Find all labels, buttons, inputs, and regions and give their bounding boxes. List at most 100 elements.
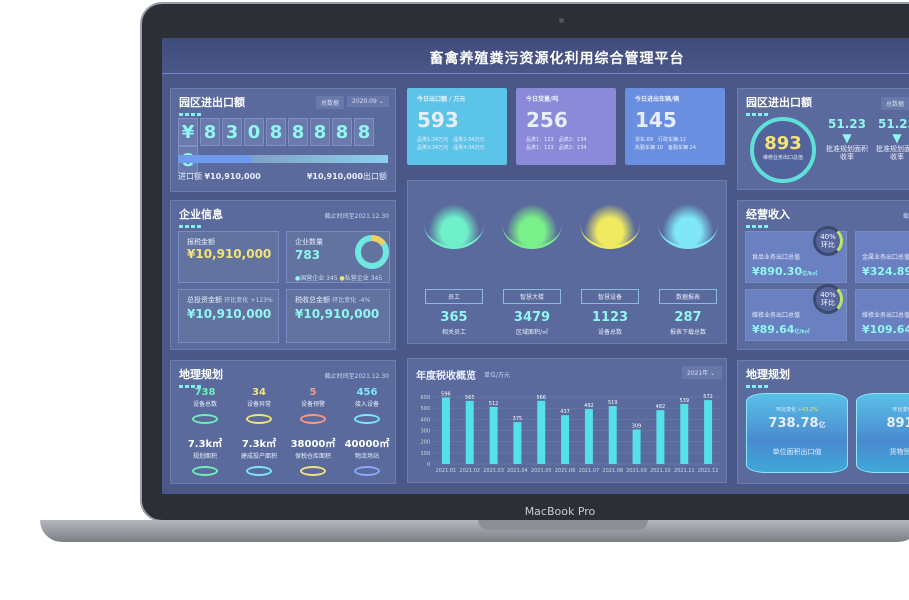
bar xyxy=(632,429,641,464)
chevron-down-icon: ⌄ xyxy=(710,370,716,377)
geo-item: 40000㎡ 物流场站 xyxy=(341,435,393,476)
chart-unit: 单位/万元 xyxy=(484,372,511,379)
income-label: 食品业务出口总值 xyxy=(752,254,801,261)
digit: 8 xyxy=(266,118,286,146)
digit: 8 xyxy=(310,118,330,146)
facility-label: 报表下载总数 xyxy=(669,329,706,336)
data-label: 437 xyxy=(560,409,570,415)
digit: 8 xyxy=(200,118,220,146)
income-value-row: ¥324.89 xyxy=(862,265,909,278)
geo-cylinder: 环比变化 +4 891.4 货物贸易涉 xyxy=(856,393,909,473)
data-label: 309 xyxy=(632,423,642,429)
geo-label: 接入设备 xyxy=(354,401,379,408)
data-label: 519 xyxy=(608,400,618,406)
x-tick-label: 2021.02 xyxy=(459,468,480,474)
triangle-icon: ▼ xyxy=(842,131,852,145)
geo-panel: 地理规划 截止时间至2021.12.30 738 设备总数 34 设备异常 5 设备预警 4… xyxy=(170,360,396,484)
income-unit: 亿/k㎡ xyxy=(794,329,810,335)
total-data-button[interactable]: 总数据 xyxy=(881,97,909,110)
x-tick-label: 2021.07 xyxy=(579,468,600,474)
bar xyxy=(608,406,617,464)
invest-change-label: 环比变化 xyxy=(224,297,249,304)
data-label: 375 xyxy=(513,416,523,422)
facility-tag: 数据报表 xyxy=(659,289,717,304)
cylinder-value: 891.4 xyxy=(886,416,909,431)
platform-icon xyxy=(658,199,718,249)
rate-2-value: 51.23 xyxy=(878,117,909,131)
geo-value: 5 xyxy=(309,387,317,398)
facility-stat: 智慧设备 1123 设备总数 xyxy=(574,199,646,336)
triangle-icon: ▼ xyxy=(892,131,902,145)
x-tick-label: 2021.12 xyxy=(698,468,719,474)
cylinder-unit: 亿 xyxy=(818,421,826,429)
bar xyxy=(704,400,713,464)
x-tick-label: 2021.04 xyxy=(507,468,528,474)
y-tick-label: 100 xyxy=(420,451,430,457)
gauge: 893 维修业务出口总值 xyxy=(750,117,816,183)
card-label: 今日出口额 / 万元 xyxy=(417,96,466,103)
today-card: 今日出口额 / 万元 593 品类1:34万元 品类2:34万元 品类3:34万元 品… xyxy=(407,88,507,165)
donut-legend: ●国营企业 345 ●私营企业 345 xyxy=(295,275,383,282)
y-tick-label: 200 xyxy=(420,440,430,446)
export-label: 出口额 xyxy=(363,172,387,181)
cutoff-date: 截止时间至2021.12.30 xyxy=(324,373,389,380)
x-tick-label: 2021.11 xyxy=(674,468,695,474)
digit: ¥ xyxy=(178,118,198,146)
year-select[interactable]: 2021年 ⌄ xyxy=(682,366,722,379)
cutoff-date: 截止 xyxy=(903,213,909,220)
y-tick-label: 400 xyxy=(420,417,430,423)
income-card: 金属业务出口总值 ¥324.89 xyxy=(855,231,909,283)
import-label: 进口额 xyxy=(178,172,202,181)
facility-tag: 智慧设备 xyxy=(581,289,639,304)
y-tick-label: 0 xyxy=(427,462,430,468)
tax-bar-chart: 0 100 200 300 400 500 600 596 2021.01 565 2021.02 5… xyxy=(420,391,720,474)
facility-label: 设备总数 xyxy=(597,329,622,336)
trade-panel: 园区进出口额 总数据 2020.09 ⌄ ¥830888888 进口额 ¥10,… xyxy=(170,88,396,192)
change-row: 环比变化 +43.2% xyxy=(747,406,847,413)
data-label: 512 xyxy=(489,401,499,407)
rate-1-value: 51.23 xyxy=(828,117,866,131)
geo-value: 456 xyxy=(356,387,378,398)
rate-1-label: 批准规划面积收率 xyxy=(826,145,868,161)
platform-icon xyxy=(424,199,484,249)
rate-1: 51.23 ▼ 批准规划面积收率 xyxy=(826,117,868,161)
ring-icon xyxy=(192,466,218,476)
geo-value: 38000㎡ xyxy=(290,439,336,450)
investment-header: 总投资金额 环比变化 +123% xyxy=(187,295,273,305)
chevron-down-icon: ⌄ xyxy=(378,98,384,105)
ring-icon xyxy=(354,466,380,476)
digit: 8 xyxy=(288,118,308,146)
income-value: ¥324.89 xyxy=(862,265,909,278)
ring-icon xyxy=(300,466,326,476)
card-value: 593 xyxy=(417,108,459,132)
ring-icon xyxy=(246,414,272,424)
date-select[interactable]: 2020.09 ⌄ xyxy=(347,96,389,107)
panel-title: 园区进出口额 xyxy=(746,94,812,116)
bar xyxy=(537,400,546,464)
import-value: ¥10,910,000 xyxy=(204,172,261,181)
gauge-value: 893 xyxy=(764,133,802,154)
cylinder-label: 单位面积出口值 xyxy=(772,448,822,456)
ring-gauge: 40% 环比 xyxy=(813,226,843,256)
export-value: ¥10,910,000 xyxy=(306,172,363,181)
geo-item: 5 设备预警 xyxy=(287,387,339,424)
facility-label: 相关员工 xyxy=(441,329,466,336)
geo-label: 保税仓库面积 xyxy=(294,453,331,460)
export-row: ¥10,910,000出口额 xyxy=(307,171,387,182)
count-card: 企业数量 783 ●国营企业 345 ●私营企业 345 xyxy=(286,231,390,283)
right-trade-panel: 园区进出口额 总数据 893 维修业务出口总值 51.23 ▼ 批准规划面积收率 5… xyxy=(737,88,909,190)
geo-label: 设备预警 xyxy=(300,401,325,408)
data-label: 572 xyxy=(703,394,713,400)
income-value: ¥109.64 xyxy=(862,323,909,336)
investment-card: 总投资金额 环比变化 +123% ¥10,910,000 xyxy=(178,289,279,343)
date-select-value: 2020.09 xyxy=(352,98,377,105)
card-detail: 品类3:34万元 品类4:34万元 xyxy=(417,145,485,151)
invest-value: ¥10,910,000 xyxy=(187,307,272,321)
bar xyxy=(441,397,450,464)
total-data-button[interactable]: 总数据 xyxy=(316,96,345,109)
data-label: 566 xyxy=(536,395,546,401)
geo-item: 7.3k㎡ 规划面积 xyxy=(179,435,231,476)
income-value: ¥89.64 xyxy=(752,323,795,336)
